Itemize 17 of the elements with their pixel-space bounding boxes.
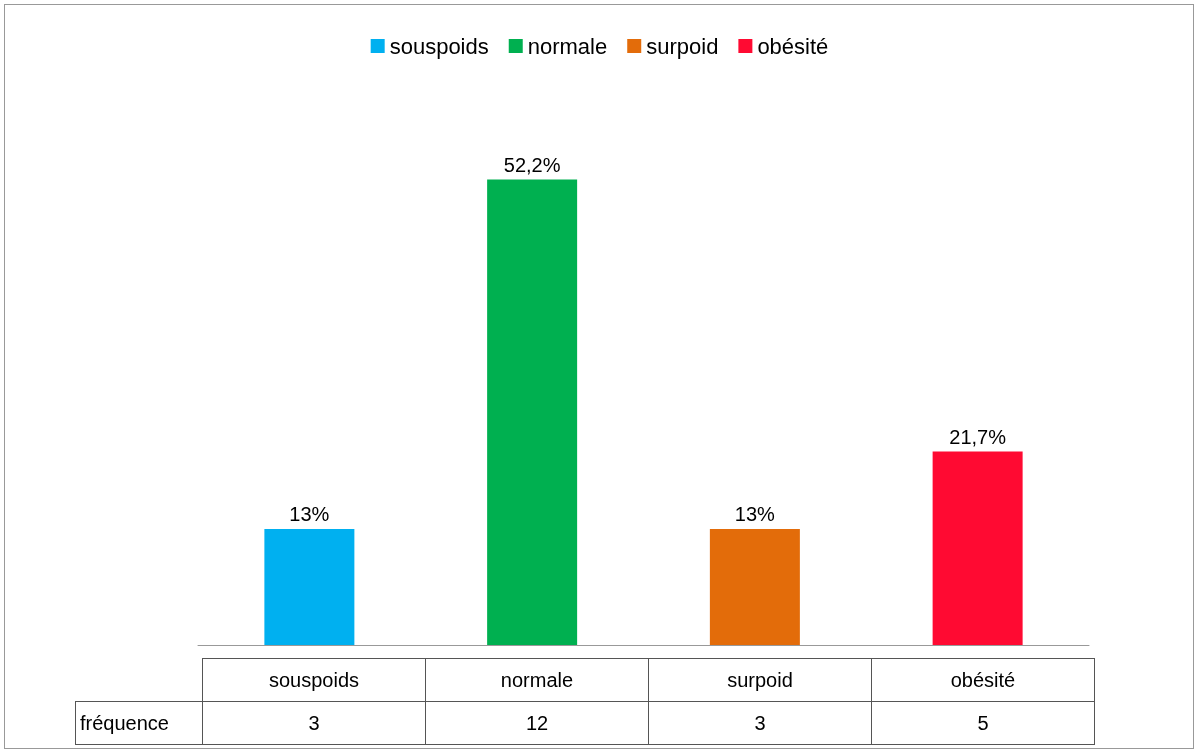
data-label: 13% <box>734 503 776 526</box>
data-label: 21,7% <box>949 425 1007 448</box>
x-tick-label: souspoids <box>202 658 426 702</box>
data-label: 52,2% <box>503 153 561 176</box>
legend-label: surpoid <box>646 33 719 59</box>
legend-label: souspoids <box>389 33 489 59</box>
text: 5 <box>871 701 1095 745</box>
x-tick-label: obésité <box>871 658 1095 702</box>
text: 3 <box>648 701 872 745</box>
x-tick-label: surpoid <box>648 658 872 702</box>
legend-label: normale <box>527 33 608 59</box>
text: 12 <box>425 701 649 745</box>
legend-label: obésité <box>757 33 829 59</box>
x-tick-label: normale <box>425 658 649 702</box>
data-label: 13% <box>289 503 330 526</box>
text: fréquence <box>75 701 203 745</box>
text: 3 <box>202 701 426 745</box>
